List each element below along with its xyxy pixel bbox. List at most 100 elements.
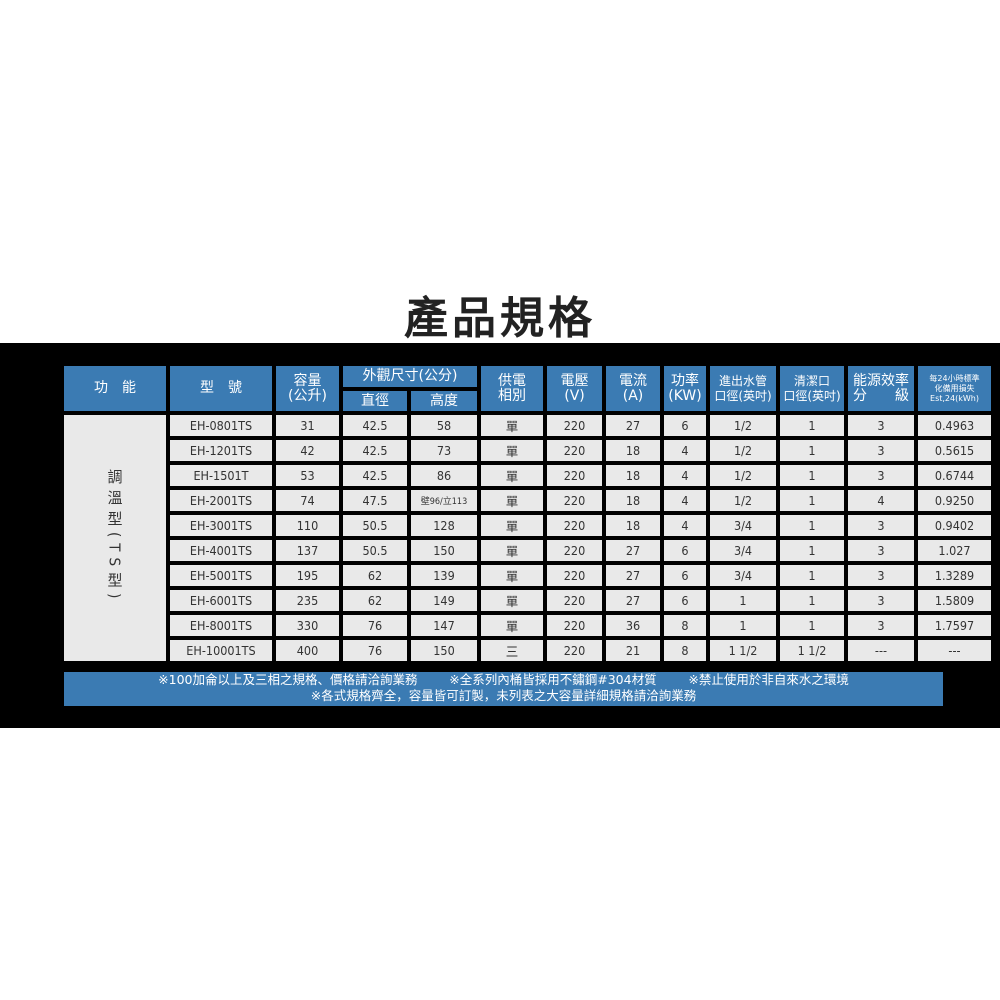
table-cell: 76: [343, 640, 407, 661]
table-cell: 8: [664, 640, 706, 661]
table-cell: EH-0801TS: [170, 415, 272, 436]
table-cell: 0.5615: [918, 440, 991, 461]
table-cell: 6: [664, 565, 706, 586]
table-cell: 62: [343, 590, 407, 611]
table-row: EH-8001TS 330 76 147 單 220 36 8 1 1 3 1.7597: [64, 615, 991, 636]
table-cell: 50.5: [343, 515, 407, 536]
table-cell: 220: [547, 515, 602, 536]
table-cell: 1: [780, 415, 844, 436]
table-cell: 3: [848, 415, 914, 436]
table-cell: 147: [411, 615, 477, 636]
table-cell: 42.5: [343, 465, 407, 486]
table-cell: 74: [276, 490, 339, 511]
table-cell: 53: [276, 465, 339, 486]
table-cell: 4: [664, 440, 706, 461]
table-cell: 149: [411, 590, 477, 611]
table-cell: ---: [848, 640, 914, 661]
header-function: 功 能: [64, 366, 166, 411]
table-cell: 27: [606, 540, 660, 561]
table-cell: 1: [710, 615, 776, 636]
category-cell: 調溫型(TS型): [64, 415, 166, 661]
table-cell: 3: [848, 565, 914, 586]
table-cell: EH-5001TS: [170, 565, 272, 586]
table-cell: 單: [481, 615, 543, 636]
table-cell: 220: [547, 565, 602, 586]
table-cell: 1/2: [710, 465, 776, 486]
footer-line-2: ※各式規格齊全，容量皆可訂製，未列表之大容量詳細規格請洽詢業務: [310, 688, 697, 703]
table-cell: 3: [848, 540, 914, 561]
table-cell: 1.7597: [918, 615, 991, 636]
table-cell: 8: [664, 615, 706, 636]
table-row: EH-10001TS 400 76 150 三 220 21 8 1 1/2 1 1/2 --- --…: [64, 640, 991, 661]
table-cell: 220: [547, 640, 602, 661]
table-cell: 三: [481, 640, 543, 661]
table-cell: 21: [606, 640, 660, 661]
table-cell: 單: [481, 590, 543, 611]
table-cell: 150: [411, 640, 477, 661]
table-cell: 86: [411, 465, 477, 486]
table-cell: 單: [481, 540, 543, 561]
table-cell: 0.4963: [918, 415, 991, 436]
table-cell: 單: [481, 565, 543, 586]
table-cell: 27: [606, 590, 660, 611]
table-cell: 6: [664, 590, 706, 611]
table-cell: 1: [780, 465, 844, 486]
table-cell: 1: [780, 515, 844, 536]
header-clean: 清潔口 口徑(英吋): [780, 366, 844, 411]
table-cell: 6: [664, 540, 706, 561]
table-cell: 73: [411, 440, 477, 461]
header-height: 高度: [411, 391, 477, 411]
table-cell: 137: [276, 540, 339, 561]
category-label: 調溫型(TS型): [105, 468, 124, 605]
table-cell: 36: [606, 615, 660, 636]
table-cell: 3: [848, 615, 914, 636]
table-cell: 1.3289: [918, 565, 991, 586]
header-model: 型 號: [170, 366, 272, 411]
table-row: EH-2001TS 74 47.5 壁96/立113 單 220 18 4 1/2 1 4 0.925…: [64, 490, 991, 511]
table-cell: 1/2: [710, 490, 776, 511]
table-cell: 27: [606, 415, 660, 436]
table-row: EH-1501T 53 42.5 86 單 220 18 4 1/2 1 3 0.6744: [64, 465, 991, 486]
table-row: EH-1201TS 42 42.5 73 單 220 18 4 1/2 1 3 0.5615: [64, 440, 991, 461]
table-row: 調溫型(TS型) EH-0801TS 31 42.5 58 單 220 27 6 1/2 1 3 0.4…: [64, 415, 991, 661]
table-cell: 195: [276, 565, 339, 586]
spec-table: 功 能 型 號 容量 (公升) 外觀尺寸(公分) 供電 相別 電壓 (V) 電流 (A)…: [60, 362, 995, 665]
header-diameter: 直徑: [343, 391, 407, 411]
table-cell: 3/4: [710, 515, 776, 536]
table-row: EH-5001TS 195 62 139 單 220 27 6 3/4 1 3 1.3289: [64, 565, 991, 586]
table-cell: 4: [848, 490, 914, 511]
table-cell: 0.9402: [918, 515, 991, 536]
table-cell: 31: [276, 415, 339, 436]
table-row: EH-6001TS 235 62 149 單 220 27 6 1 1 3 1.5809: [64, 590, 991, 611]
header-pipe: 進出水管 口徑(英吋): [710, 366, 776, 411]
table-cell: 單: [481, 490, 543, 511]
header-phase: 供電 相別: [481, 366, 543, 411]
table-cell: 1/2: [710, 440, 776, 461]
table-cell: 1: [780, 490, 844, 511]
table-cell: 1: [780, 590, 844, 611]
header-standby-loss: 每24小時標準 化備用損失 Est,24(kWh): [918, 366, 991, 411]
table-cell: 18: [606, 515, 660, 536]
table-cell: 單: [481, 440, 543, 461]
table-cell: EH-10001TS: [170, 640, 272, 661]
table-cell: 220: [547, 440, 602, 461]
table-cell: 1 1/2: [710, 640, 776, 661]
table-cell: EH-3001TS: [170, 515, 272, 536]
table-cell: 220: [547, 465, 602, 486]
table-cell: 3: [848, 440, 914, 461]
table-cell: 1.027: [918, 540, 991, 561]
table-cell: 1 1/2: [780, 640, 844, 661]
table-cell: 139: [411, 565, 477, 586]
table-row: EH-3001TS 110 50.5 128 單 220 18 4 3/4 1 3 0.9402: [64, 515, 991, 536]
table-cell: 單: [481, 465, 543, 486]
table-cell: 1: [780, 615, 844, 636]
table-cell: 3/4: [710, 540, 776, 561]
header-energy: 能源效率分 級: [848, 366, 914, 411]
table-cell: EH-8001TS: [170, 615, 272, 636]
table-cell: 110: [276, 515, 339, 536]
table-cell: 單: [481, 415, 543, 436]
table-cell: 18: [606, 440, 660, 461]
table-cell: 1.5809: [918, 590, 991, 611]
table-cell: 128: [411, 515, 477, 536]
table-cell: 4: [664, 465, 706, 486]
